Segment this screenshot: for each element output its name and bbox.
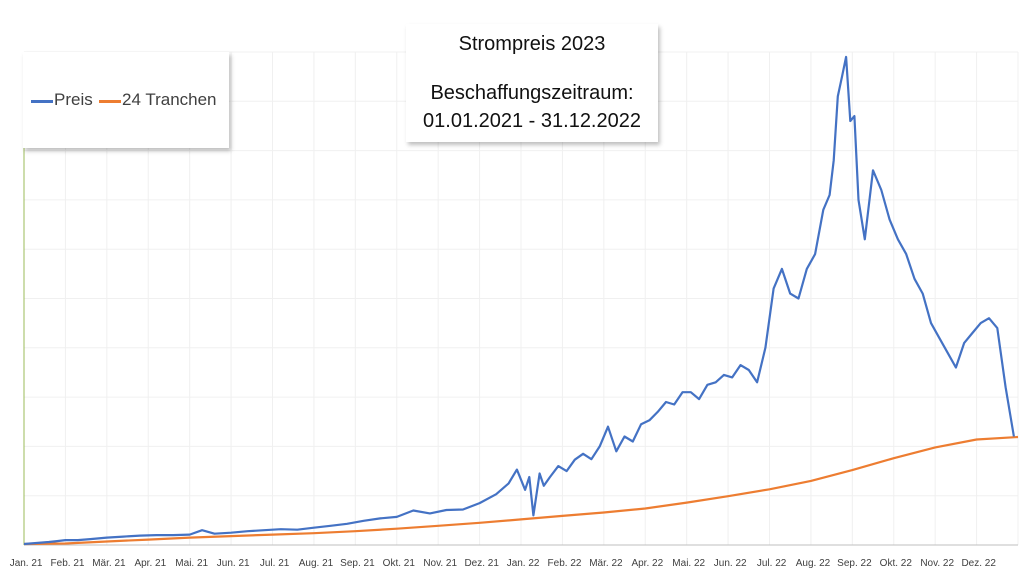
legend-line-preis — [31, 100, 53, 103]
x-tick-label: Okt. 22 — [880, 558, 913, 569]
series-layer — [23, 55, 1019, 546]
x-tick-label: Jun. 22 — [714, 558, 747, 569]
x-tick-label: Jan. 21 — [10, 558, 43, 569]
legend: Preis 24 Tranchen — [23, 52, 229, 148]
x-tick-label: Aug. 22 — [796, 558, 831, 569]
x-tick-label: Jan. 22 — [507, 558, 540, 569]
chart-date-range: 01.01.2021 - 31.12.2022 — [423, 110, 641, 132]
x-tick-label: Jun. 21 — [217, 558, 250, 569]
x-tick-label: Nov. 22 — [920, 558, 954, 569]
x-tick-label: Apr. 21 — [134, 558, 166, 569]
x-tick-label: Jul. 22 — [757, 558, 787, 569]
x-tick-label: Feb. 21 — [51, 558, 85, 569]
x-tick-label: Feb. 22 — [548, 558, 582, 569]
legend-line-tranchen — [99, 100, 121, 103]
x-tick-label: Apr. 22 — [631, 558, 663, 569]
series-line-preis — [23, 55, 1015, 546]
x-tick-label: Dez. 22 — [961, 558, 996, 569]
x-tick-label: Mär. 21 — [92, 558, 126, 569]
x-tick-label: Aug. 21 — [299, 558, 334, 569]
x-tick-label: Dez. 21 — [464, 558, 499, 569]
x-tick-label: Mai. 22 — [672, 558, 705, 569]
legend-label-preis: Preis — [54, 90, 93, 109]
x-tick-label: Jul. 21 — [260, 558, 290, 569]
x-tick-label: Mär. 22 — [589, 558, 623, 569]
x-tick-labels: Jan. 21 Feb. 21 Mär. 21 Apr. 21 Mai. 21 Jun. … — [10, 558, 997, 569]
chart-title-box: Strompreis 2023 Beschaffungszeitraum: 01… — [406, 24, 658, 142]
legend-label-tranchen: 24 Tranchen — [122, 90, 217, 109]
x-tick-label: Okt. 21 — [383, 558, 416, 569]
x-tick-label: Sep. 22 — [837, 558, 872, 569]
chart-subtitle: Beschaffungszeitraum: — [430, 82, 634, 104]
chart-title: Strompreis 2023 — [458, 33, 606, 55]
x-tick-label: Mai. 21 — [175, 558, 208, 569]
x-tick-label: Nov. 21 — [423, 558, 457, 569]
series-line-24-tranchen — [23, 435, 1019, 546]
x-tick-label: Sep. 21 — [340, 558, 375, 569]
